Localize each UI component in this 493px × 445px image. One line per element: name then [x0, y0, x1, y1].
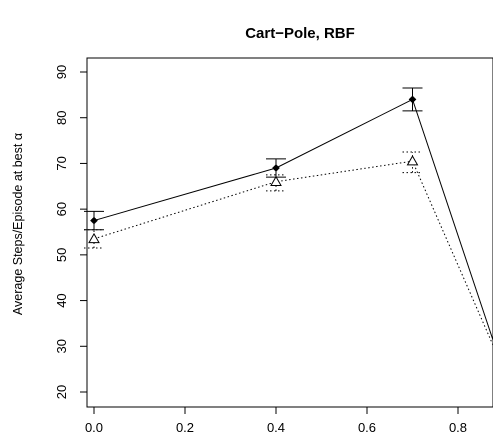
x-tick-label: 0.4 — [267, 420, 285, 435]
y-tick-label: 90 — [54, 65, 69, 79]
x-tick-label: 0.2 — [176, 420, 194, 435]
y-tick-label: 60 — [54, 202, 69, 216]
y-tick-label: 30 — [54, 339, 69, 353]
plot-series — [84, 87, 493, 347]
y-axis-label: Average Steps/Episode at best α — [11, 133, 25, 315]
y-tick-label: 70 — [54, 156, 69, 170]
y-tick-label: 80 — [54, 110, 69, 124]
y-tick-label: 50 — [54, 248, 69, 262]
series-2-point — [406, 155, 419, 166]
series-2-point — [270, 175, 282, 186]
x-tick-label: 0.0 — [85, 420, 103, 435]
y-tick-label: 20 — [54, 385, 69, 399]
axes: 0.0 0.2 0.4 0.6 0.8 20 30 40 50 60 70 80 90 — [54, 65, 467, 435]
series-1-point — [90, 216, 98, 225]
series-2-line — [93, 160, 493, 347]
series-1-line — [93, 98, 493, 342]
plot-area-frame — [86, 57, 493, 408]
x-tick-label: 0.6 — [358, 420, 376, 435]
series-2-point — [88, 232, 100, 244]
y-tick-label: 40 — [54, 293, 69, 307]
series-1-point — [408, 95, 417, 104]
series-1-point — [272, 164, 280, 172]
x-tick-label: 0.8 — [449, 420, 467, 435]
chart-title: Cart−Pole, RBF — [245, 25, 355, 42]
